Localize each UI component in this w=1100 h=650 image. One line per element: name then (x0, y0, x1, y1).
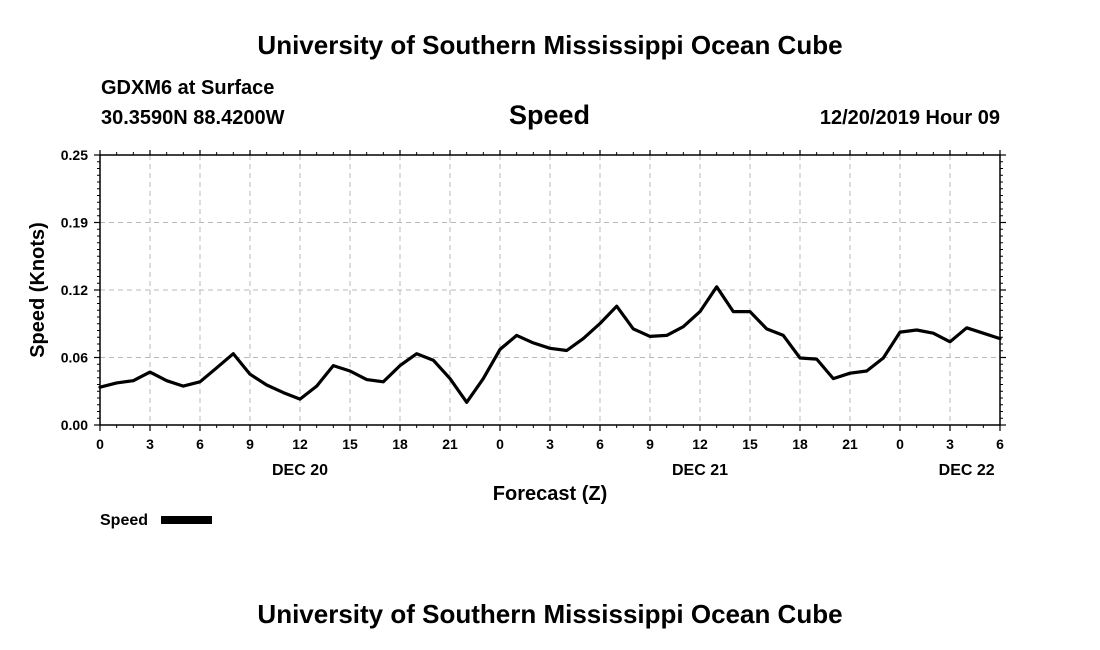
data-point (282, 391, 285, 394)
data-point (832, 377, 835, 380)
legend-label: Speed (100, 512, 148, 529)
data-point (782, 334, 785, 337)
y-tick-label: 0.12 (61, 282, 88, 298)
x-tick-label: 15 (742, 436, 758, 452)
data-point (932, 332, 935, 335)
data-point (149, 371, 151, 373)
data-point (399, 364, 401, 367)
data-point (165, 379, 168, 382)
x-tick-label: 0 (896, 436, 904, 452)
x-tick-label: 12 (692, 436, 708, 452)
data-point (765, 328, 768, 330)
data-point (615, 305, 618, 308)
data-point (949, 341, 951, 343)
legend-swatch (161, 516, 212, 524)
y-tick-label: 0.00 (61, 417, 88, 433)
data-point (915, 329, 918, 331)
data-point (815, 358, 818, 360)
data-point (882, 357, 885, 359)
data-point (432, 359, 435, 362)
data-point (532, 342, 535, 344)
data-point (315, 385, 318, 387)
y-tick-label: 0.19 (61, 215, 88, 231)
day-label: DEC 22 (939, 462, 995, 479)
data-point (115, 382, 118, 384)
x-tick-label: 3 (946, 436, 954, 452)
x-tick-label: 9 (246, 436, 254, 452)
data-point (715, 285, 718, 288)
x-tick-label: 3 (146, 436, 154, 452)
y-tick-label: 0.25 (61, 147, 88, 163)
chart-title: Speed (509, 100, 591, 130)
y-axis-title: Speed (Knots) (27, 222, 49, 358)
data-point (299, 398, 301, 400)
data-point (565, 349, 568, 352)
data-point (249, 373, 251, 376)
data-point (182, 385, 185, 387)
data-point (899, 331, 901, 333)
data-point (349, 370, 351, 372)
data-point (799, 357, 801, 359)
x-tick-label: 6 (596, 436, 604, 452)
data-point (365, 378, 368, 381)
data-point (665, 334, 668, 337)
data-point (732, 310, 735, 313)
x-tick-label: 6 (996, 436, 1004, 452)
series-layer (98, 285, 1002, 404)
axis-ticks (94, 150, 1006, 431)
data-point (265, 384, 268, 386)
day-label: DEC 21 (672, 462, 728, 479)
x-tick-label: 6 (196, 436, 204, 452)
valid-time-label: 12/20/2019 Hour 09 (819, 107, 1000, 129)
data-point (132, 379, 135, 382)
data-point (99, 386, 101, 389)
data-point (215, 366, 218, 369)
x-tick-label: 18 (392, 436, 408, 452)
day-label: DEC 20 (272, 462, 328, 479)
data-point (682, 325, 685, 328)
station-label: GDXM6 at Surface (101, 77, 275, 99)
y-tick-label: 0.06 (61, 350, 88, 366)
axis-labels: 0 3 6 9 12 15 18 21 0 3 6 9 12 15 18 21 0 3 6 0.00 0.06 0.12 0… (61, 147, 1004, 479)
data-point (449, 377, 451, 380)
data-point (965, 327, 968, 329)
data-point (549, 347, 551, 350)
page-title: University of Southern Mississippi Ocean… (257, 30, 843, 60)
data-point (699, 310, 701, 313)
data-point (415, 352, 418, 355)
x-tick-label: 3 (546, 436, 554, 452)
data-point (599, 322, 601, 325)
data-point (749, 310, 751, 313)
x-tick-label: 18 (792, 436, 808, 452)
x-axis-title: Forecast (Z) (493, 483, 607, 505)
data-point (849, 372, 851, 374)
x-tick-label: 12 (292, 436, 308, 452)
footer-title: University of Southern Mississippi Ocean… (257, 599, 843, 629)
data-point (199, 381, 201, 383)
data-point (232, 352, 235, 355)
legend: Speed (100, 512, 212, 529)
data-point (465, 401, 468, 404)
data-point (582, 337, 585, 340)
data-point (499, 348, 501, 351)
x-tick-label: 21 (842, 436, 858, 452)
data-point (982, 332, 985, 335)
x-tick-label: 15 (342, 436, 358, 452)
data-point (865, 370, 868, 372)
x-tick-label: 0 (496, 436, 504, 452)
x-tick-label: 0 (96, 436, 104, 452)
data-point (332, 364, 335, 367)
data-point (649, 335, 651, 338)
data-point (632, 328, 635, 330)
data-point (482, 377, 485, 380)
data-point (382, 381, 385, 383)
data-point (515, 334, 518, 337)
coordinates-label: 30.3590N 88.4200W (101, 107, 285, 129)
x-tick-label: 21 (442, 436, 458, 452)
data-point (999, 337, 1001, 340)
chart-grid (100, 155, 1000, 425)
x-tick-label: 9 (646, 436, 654, 452)
